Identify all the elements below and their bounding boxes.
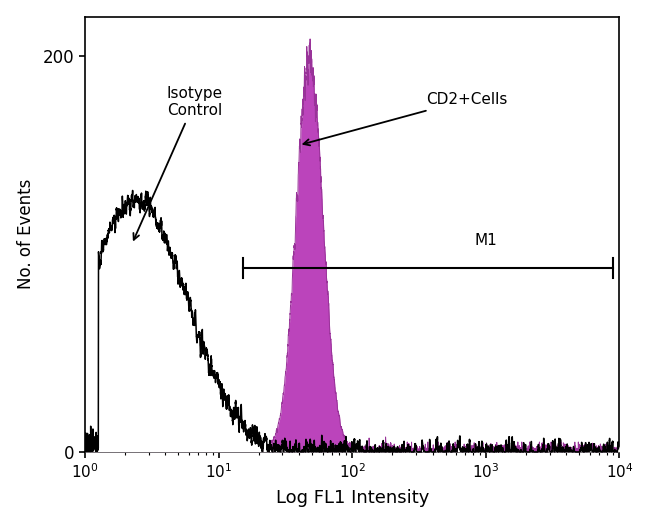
Y-axis label: No. of Events: No. of Events — [17, 179, 34, 289]
Text: Isotype
Control: Isotype Control — [133, 86, 223, 240]
Text: M1: M1 — [474, 233, 497, 248]
X-axis label: Log FL1 Intensity: Log FL1 Intensity — [276, 489, 429, 507]
Text: CD2+Cells: CD2+Cells — [304, 92, 507, 145]
